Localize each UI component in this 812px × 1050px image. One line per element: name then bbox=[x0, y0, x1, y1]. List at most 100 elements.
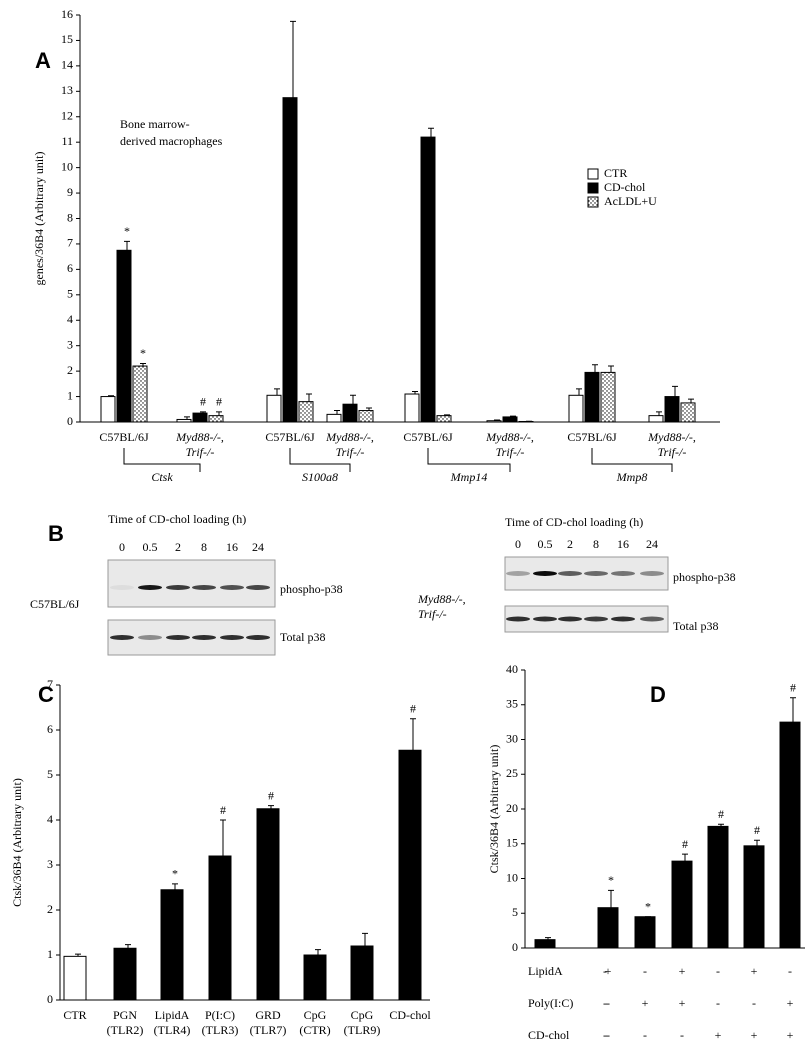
significance-mark: # bbox=[268, 788, 274, 802]
legend-label: CTR bbox=[604, 166, 627, 180]
y-tick-label: 7 bbox=[47, 677, 53, 691]
treatment-sign: - bbox=[603, 996, 607, 1010]
group-bracket bbox=[591, 448, 673, 472]
bar bbox=[600, 371, 616, 423]
lane-label: 0.5 bbox=[538, 537, 553, 551]
blot-band bbox=[533, 571, 557, 576]
error-bar bbox=[790, 697, 796, 723]
error-bar bbox=[410, 718, 416, 751]
blot-band bbox=[166, 585, 190, 590]
bar bbox=[132, 365, 148, 423]
bar bbox=[568, 394, 584, 423]
group-label: S100a8 bbox=[302, 470, 338, 484]
bar bbox=[256, 808, 280, 1001]
panel-letter: B bbox=[48, 521, 64, 546]
blot-band bbox=[138, 635, 162, 640]
bar bbox=[664, 396, 680, 423]
blot-band bbox=[640, 571, 664, 576]
treatment-sign: + bbox=[751, 964, 758, 978]
blot-band bbox=[110, 635, 134, 640]
group-label: Mmp8 bbox=[616, 470, 648, 484]
treatment-sign: - bbox=[603, 1028, 607, 1042]
y-tick-label: 3 bbox=[47, 857, 53, 871]
x-tick-label: C57BL/6J bbox=[99, 430, 149, 444]
bar bbox=[113, 947, 137, 1001]
bar bbox=[282, 97, 298, 423]
y-tick-label: 13 bbox=[61, 83, 73, 97]
significance-mark: # bbox=[410, 702, 416, 716]
significance-mark: # bbox=[790, 681, 796, 695]
x-tick-label: Myd88-/-, bbox=[647, 430, 696, 444]
significance-mark: # bbox=[216, 395, 222, 409]
x-tick-label: LipidA bbox=[155, 1008, 190, 1022]
treatment-sign: - bbox=[606, 996, 610, 1010]
error-bar bbox=[444, 414, 450, 416]
error-bar bbox=[124, 240, 130, 251]
y-tick-label: 12 bbox=[61, 109, 73, 123]
treatment-sign: - bbox=[643, 1028, 647, 1042]
error-bar bbox=[510, 415, 516, 417]
bar bbox=[584, 371, 600, 423]
y-tick-label: 4 bbox=[67, 312, 73, 326]
annotation: derived macrophages bbox=[120, 134, 223, 148]
treatment-sign: - bbox=[716, 964, 720, 978]
y-tick-label: 25 bbox=[506, 766, 518, 780]
bar bbox=[326, 413, 342, 423]
bar bbox=[208, 415, 224, 423]
strain-label: Myd88-/-, bbox=[417, 592, 466, 606]
y-axis-title: Ctsk/36B4 (Arbitrary unit) bbox=[487, 745, 501, 874]
x-tick-label: Trif-/- bbox=[186, 445, 215, 459]
blot-band bbox=[584, 571, 608, 576]
error-bar bbox=[608, 889, 614, 908]
x-tick-label: CpG bbox=[351, 1008, 374, 1022]
bar bbox=[779, 721, 801, 949]
error-bar bbox=[672, 385, 678, 397]
x-tick-label: (TLR2) bbox=[107, 1023, 144, 1037]
y-tick-label: 14 bbox=[61, 58, 73, 72]
bar bbox=[342, 403, 358, 423]
x-tick-label: (CTR) bbox=[299, 1023, 330, 1037]
error-bar bbox=[428, 127, 434, 138]
significance-mark: * bbox=[608, 873, 614, 887]
error-bar bbox=[545, 937, 551, 940]
error-bar bbox=[350, 394, 356, 405]
bar bbox=[358, 410, 374, 423]
bar bbox=[420, 136, 436, 423]
x-tick-label: (TLR7) bbox=[250, 1023, 287, 1037]
error-bar bbox=[108, 395, 114, 397]
strain-label: C57BL/6J bbox=[30, 597, 80, 611]
group-bracket bbox=[427, 448, 511, 472]
blot-band bbox=[611, 571, 635, 576]
error-bar bbox=[220, 819, 226, 856]
blot-band bbox=[558, 571, 582, 576]
blot-band bbox=[584, 616, 608, 622]
blot-band bbox=[506, 571, 530, 576]
blot-band bbox=[640, 616, 664, 622]
treatment-sign: - bbox=[680, 1028, 684, 1042]
y-tick-label: 0 bbox=[67, 414, 73, 428]
significance-mark: # bbox=[718, 807, 724, 821]
y-axis-title: genes/36B4 (Arbitrary unit) bbox=[32, 152, 46, 286]
error-bar bbox=[688, 398, 694, 403]
bar bbox=[743, 845, 765, 949]
blot-band bbox=[166, 635, 190, 640]
error-bar bbox=[656, 411, 662, 416]
strain-label: Trif-/- bbox=[418, 607, 447, 621]
bar bbox=[303, 954, 327, 1001]
x-tick-label: C57BL/6J bbox=[265, 430, 315, 444]
x-tick-label: CTR bbox=[63, 1008, 86, 1022]
bar bbox=[634, 916, 656, 949]
blot-band bbox=[220, 585, 244, 590]
x-tick-label: GRD bbox=[255, 1008, 281, 1022]
panel-letter: D bbox=[650, 682, 666, 707]
blot-row-label: Total p38 bbox=[280, 630, 326, 644]
error-bar bbox=[362, 932, 368, 946]
group-label: Mmp14 bbox=[450, 470, 488, 484]
bar bbox=[502, 416, 518, 423]
blot-band bbox=[533, 616, 557, 622]
lane-label: 0 bbox=[119, 540, 125, 554]
y-tick-label: 4 bbox=[47, 812, 53, 826]
error-bar bbox=[718, 823, 724, 827]
x-tick-label: CpG bbox=[304, 1008, 327, 1022]
blot-band bbox=[192, 585, 216, 590]
